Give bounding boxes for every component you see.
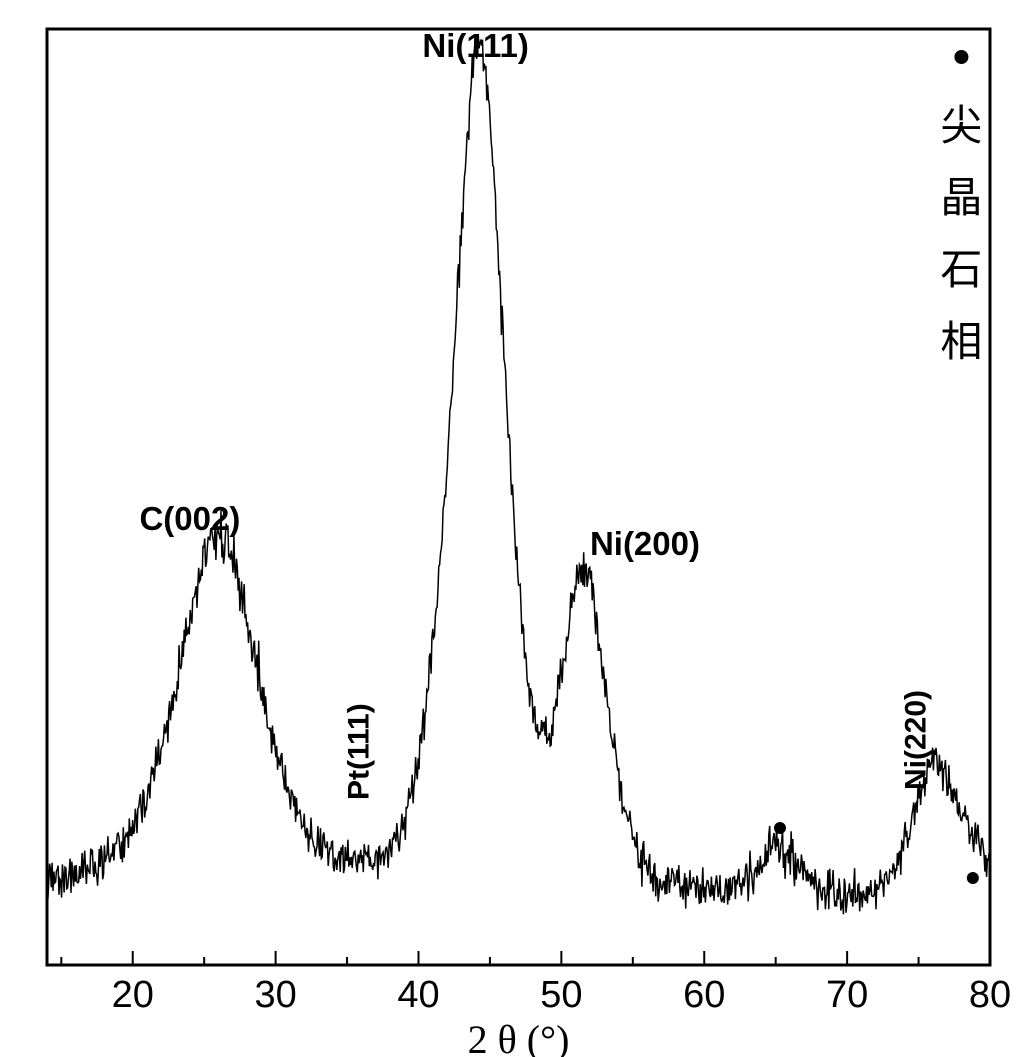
xrd-chart-svg: 20 30 40 50 60 70 80 2 θ (°) C(002) Ni(111) Pt(111… (0, 0, 1022, 1057)
peak-label: Pt(111) (342, 703, 375, 800)
x-tick-label: 70 (826, 974, 868, 1016)
spinel-marker-icon (774, 822, 786, 834)
peak-label: Ni(220) (900, 690, 933, 790)
legend-char: 晶 (940, 176, 982, 222)
x-tick-label: 60 (683, 974, 725, 1016)
x-tick-label: 80 (969, 974, 1011, 1016)
x-tick-label: 50 (540, 974, 582, 1016)
legend-char: 尖 (940, 104, 982, 150)
legend-char: 石 (940, 248, 982, 294)
peak-label: Ni(200) (590, 525, 700, 562)
x-axis-label: 2 θ (°) (468, 1017, 570, 1057)
peak-label: Ni(111) (422, 27, 528, 64)
legend-char: 相 (940, 320, 982, 366)
spinel-marker-icon (967, 872, 979, 884)
x-tick-label: 20 (112, 974, 154, 1016)
x-tick-label: 30 (254, 974, 296, 1016)
xrd-chart-container: 20 30 40 50 60 70 80 2 θ (°) C(002) Ni(111) Pt(111… (0, 0, 1022, 1057)
peak-label: C(002) (139, 500, 240, 537)
x-tick-label: 40 (397, 974, 439, 1016)
legend-bullet-icon (954, 50, 968, 64)
